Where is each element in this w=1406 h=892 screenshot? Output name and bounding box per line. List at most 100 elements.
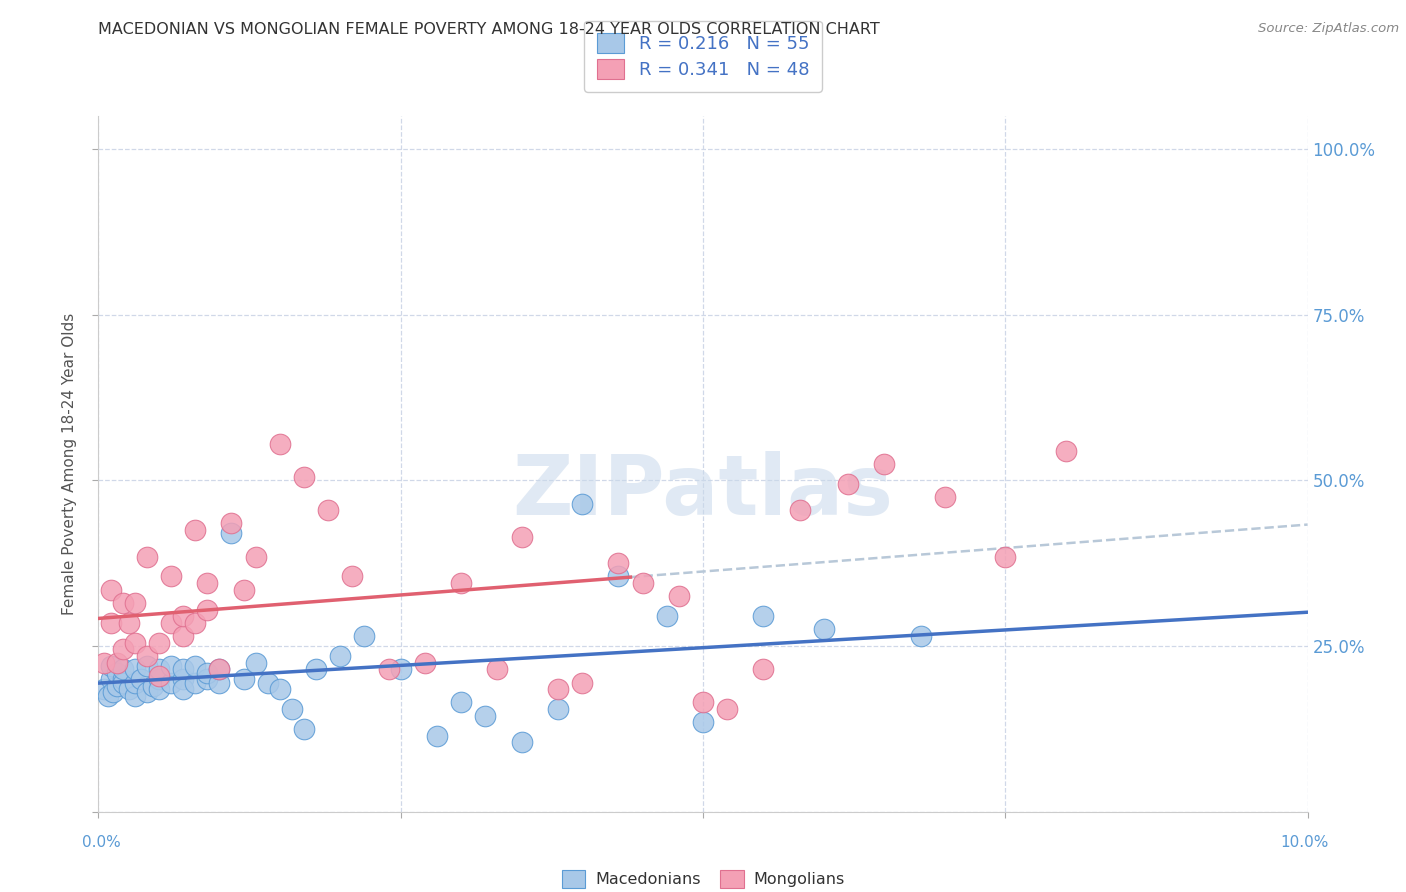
Point bbox=[510, 735, 533, 749]
Point bbox=[342, 569, 364, 583]
Point bbox=[135, 648, 157, 663]
Point bbox=[450, 576, 472, 591]
Point bbox=[269, 437, 291, 451]
Point bbox=[837, 476, 859, 491]
Point bbox=[232, 672, 254, 686]
Point bbox=[135, 685, 157, 699]
Point bbox=[208, 662, 231, 676]
Point bbox=[232, 582, 254, 597]
Point bbox=[172, 662, 194, 676]
Point bbox=[135, 549, 157, 564]
Point bbox=[292, 722, 315, 736]
Point bbox=[160, 615, 183, 630]
Point bbox=[111, 675, 134, 690]
Point bbox=[111, 672, 134, 686]
Point bbox=[292, 470, 315, 484]
Point bbox=[195, 602, 218, 616]
Point bbox=[97, 689, 120, 703]
Text: 0.0%: 0.0% bbox=[82, 836, 121, 850]
Point bbox=[105, 665, 128, 680]
Point bbox=[316, 503, 339, 517]
Point bbox=[184, 675, 207, 690]
Point bbox=[160, 659, 183, 673]
Point bbox=[129, 672, 152, 686]
Point bbox=[124, 675, 146, 690]
Point bbox=[655, 609, 678, 624]
Point bbox=[486, 662, 509, 676]
Point bbox=[184, 659, 207, 673]
Point bbox=[148, 636, 170, 650]
Point bbox=[281, 702, 304, 716]
Point bbox=[752, 662, 775, 676]
Point bbox=[184, 615, 207, 630]
Point bbox=[607, 556, 630, 570]
Point bbox=[221, 516, 243, 531]
Point bbox=[789, 503, 811, 517]
Point bbox=[692, 695, 714, 709]
Point bbox=[716, 702, 738, 716]
Point bbox=[160, 569, 183, 583]
Point bbox=[142, 679, 165, 693]
Point bbox=[148, 662, 170, 676]
Point bbox=[100, 582, 122, 597]
Point bbox=[172, 682, 194, 697]
Point bbox=[100, 672, 122, 686]
Point bbox=[329, 648, 352, 663]
Point bbox=[105, 656, 128, 670]
Point bbox=[111, 642, 134, 657]
Point bbox=[426, 729, 449, 743]
Point bbox=[510, 530, 533, 544]
Point bbox=[607, 569, 630, 583]
Point bbox=[631, 576, 654, 591]
Point bbox=[148, 682, 170, 697]
Point bbox=[813, 623, 835, 637]
Point bbox=[547, 702, 569, 716]
Point bbox=[195, 576, 218, 591]
Text: ZIPatlas: ZIPatlas bbox=[513, 451, 893, 533]
Point bbox=[124, 596, 146, 610]
Point bbox=[105, 679, 128, 693]
Point bbox=[124, 662, 146, 676]
Point bbox=[413, 656, 436, 670]
Point bbox=[994, 549, 1017, 564]
Point bbox=[934, 490, 956, 504]
Point bbox=[93, 682, 115, 697]
Point bbox=[135, 659, 157, 673]
Point bbox=[100, 615, 122, 630]
Point bbox=[172, 609, 194, 624]
Point bbox=[101, 685, 124, 699]
Point bbox=[389, 662, 412, 676]
Point bbox=[692, 715, 714, 730]
Point bbox=[118, 615, 141, 630]
Point bbox=[474, 708, 496, 723]
Point bbox=[571, 497, 593, 511]
Point bbox=[221, 526, 243, 541]
Point bbox=[124, 689, 146, 703]
Y-axis label: Female Poverty Among 18-24 Year Olds: Female Poverty Among 18-24 Year Olds bbox=[62, 313, 77, 615]
Text: MACEDONIAN VS MONGOLIAN FEMALE POVERTY AMONG 18-24 YEAR OLDS CORRELATION CHART: MACEDONIAN VS MONGOLIAN FEMALE POVERTY A… bbox=[98, 22, 880, 37]
Point bbox=[195, 665, 218, 680]
Point bbox=[93, 656, 115, 670]
Point bbox=[111, 662, 134, 676]
Point bbox=[245, 656, 267, 670]
Point bbox=[208, 662, 231, 676]
Point bbox=[245, 549, 267, 564]
Point bbox=[873, 457, 896, 471]
Point bbox=[172, 629, 194, 643]
Point bbox=[118, 682, 141, 697]
Point bbox=[124, 636, 146, 650]
Point bbox=[256, 675, 278, 690]
Point bbox=[148, 672, 170, 686]
Text: 10.0%: 10.0% bbox=[1281, 836, 1329, 850]
Point bbox=[377, 662, 399, 676]
Point bbox=[305, 662, 328, 676]
Point bbox=[184, 523, 207, 537]
Point bbox=[208, 675, 231, 690]
Point bbox=[353, 629, 375, 643]
Point bbox=[195, 672, 218, 686]
Text: Source: ZipAtlas.com: Source: ZipAtlas.com bbox=[1258, 22, 1399, 36]
Point bbox=[100, 659, 122, 673]
Point bbox=[668, 590, 690, 604]
Point bbox=[172, 672, 194, 686]
Point bbox=[1054, 443, 1077, 458]
